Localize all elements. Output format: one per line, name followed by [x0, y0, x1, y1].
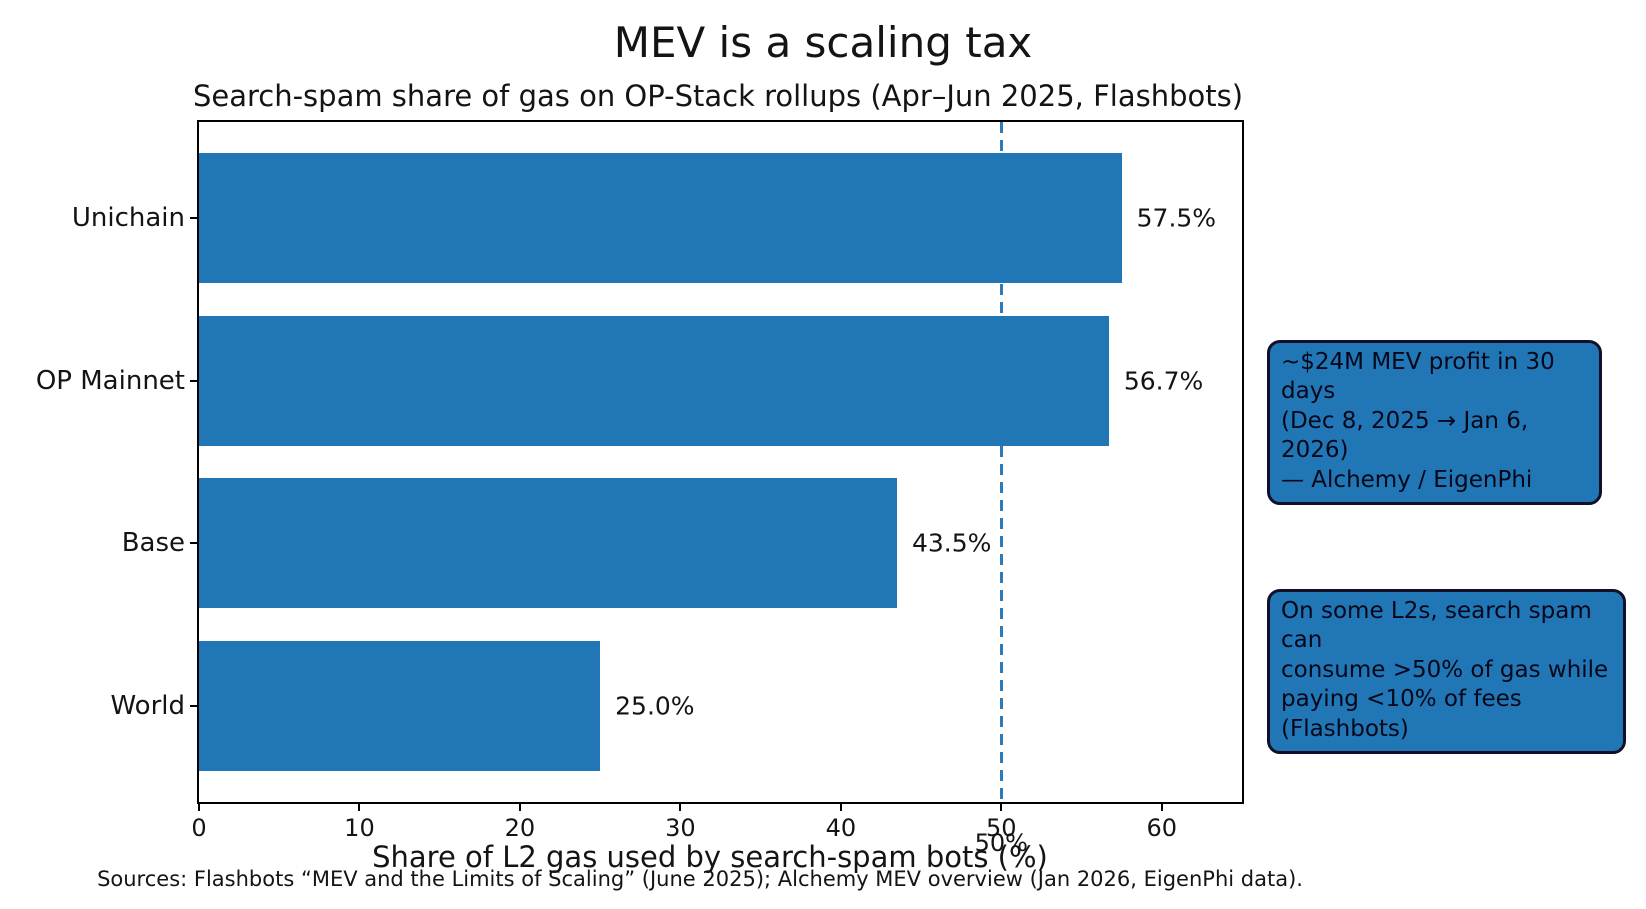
plot-area: 50% Unichain 57.5% OP Mainnet 56.7% Base 43.5… [36, 120, 1244, 857]
y-axis-tick [190, 705, 199, 708]
x-axis-tick [358, 802, 361, 811]
x-axis-tick-label: 20 [504, 814, 536, 842]
y-axis-category-label: World [110, 691, 185, 722]
x-axis-tick [1160, 802, 1163, 811]
bar [199, 152, 1122, 284]
x-axis-tick-label: 60 [1146, 814, 1178, 842]
chart-subtitle: Search-spam share of gas on OP-Stack rol… [192, 79, 1244, 113]
x-axis-tick [1000, 802, 1003, 811]
y-axis-tick [190, 542, 199, 545]
annotation-mev-profit: ~$24M MEV profit in 30 days (Dec 8, 2025… [1267, 340, 1602, 506]
x-axis-tick-label: 50 [986, 814, 1017, 842]
bar-value-label: 43.5% [912, 528, 992, 558]
y-axis-category-label: OP Mainnet [35, 365, 185, 396]
x-axis-tick-label: 40 [825, 814, 857, 842]
bar [199, 478, 897, 609]
x-axis-tick [679, 802, 682, 811]
y-axis-tick [190, 379, 199, 382]
bar-value-label: 25.0% [615, 691, 695, 721]
bar [199, 315, 1109, 446]
annotation-spam-gas-note: On some L2s, search spam can consume >50… [1267, 589, 1626, 755]
reference-line-label: 50% [974, 829, 1028, 857]
x-axis-tick [518, 802, 521, 811]
x-axis-tick-label: 30 [665, 814, 696, 842]
chart-title: MEV is a scaling tax [613, 18, 1033, 67]
y-axis-tick [190, 216, 199, 219]
x-axis-tick [839, 802, 842, 811]
source-note: Sources: Flashbots “MEV and the Limits o… [97, 867, 1303, 891]
x-axis-tick-label: 0 [191, 814, 207, 842]
x-axis-tick-label: 10 [344, 814, 375, 842]
x-axis-label: Share of L2 gas used by search-spam bots… [372, 840, 1048, 874]
y-axis-category-label: Unichain [71, 202, 185, 233]
bar [199, 640, 601, 772]
x-axis-tick [198, 802, 200, 811]
bar-value-label: 57.5% [1136, 203, 1217, 233]
bar-value-label: 56.7% [1123, 366, 1204, 396]
reference-line-50pct [999, 122, 1003, 802]
y-axis-category-label: Base [121, 528, 185, 559]
